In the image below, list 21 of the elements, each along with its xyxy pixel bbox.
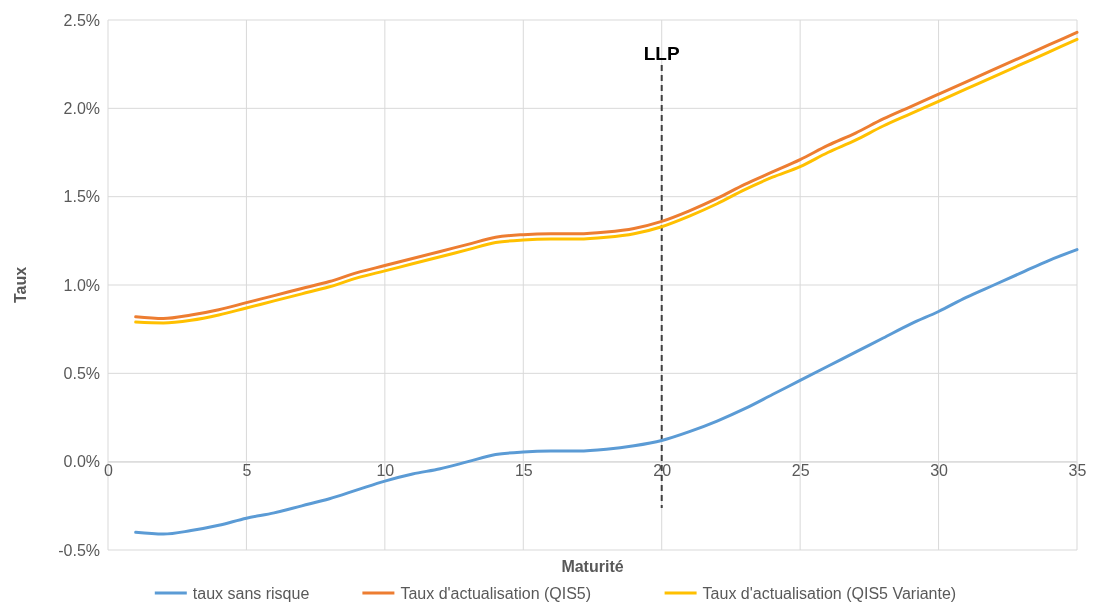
ref-line-label: LLP (643, 43, 680, 64)
y-tick-label: 1.0% (63, 276, 100, 294)
legend-label: Taux d'actualisation (QIS5 Variante) (702, 585, 957, 602)
y-tick-label: 1.5% (63, 188, 100, 206)
x-axis-title: Maturité (561, 558, 624, 575)
y-tick-label: -0.5% (58, 541, 100, 559)
legend-label: Taux d'actualisation (QIS5) (400, 585, 592, 602)
x-tick-label: 35 (1068, 462, 1087, 480)
x-tick-label: 5 (242, 462, 252, 480)
x-tick-label: 10 (376, 462, 395, 480)
x-tick-label: 25 (791, 462, 810, 480)
y-tick-label: 2.5% (63, 11, 100, 29)
x-tick-label: 30 (930, 462, 949, 480)
y-tick-label: 0.5% (63, 364, 100, 382)
y-axis-title: Taux (12, 266, 29, 304)
y-tick-label: 0.0% (63, 453, 100, 471)
legend-label: taux sans risque (192, 585, 310, 602)
y-tick-label: 2.0% (63, 99, 100, 117)
x-tick-label: 20 (653, 462, 672, 480)
x-tick-label: 0 (104, 462, 114, 480)
x-tick-label: 15 (514, 462, 533, 480)
